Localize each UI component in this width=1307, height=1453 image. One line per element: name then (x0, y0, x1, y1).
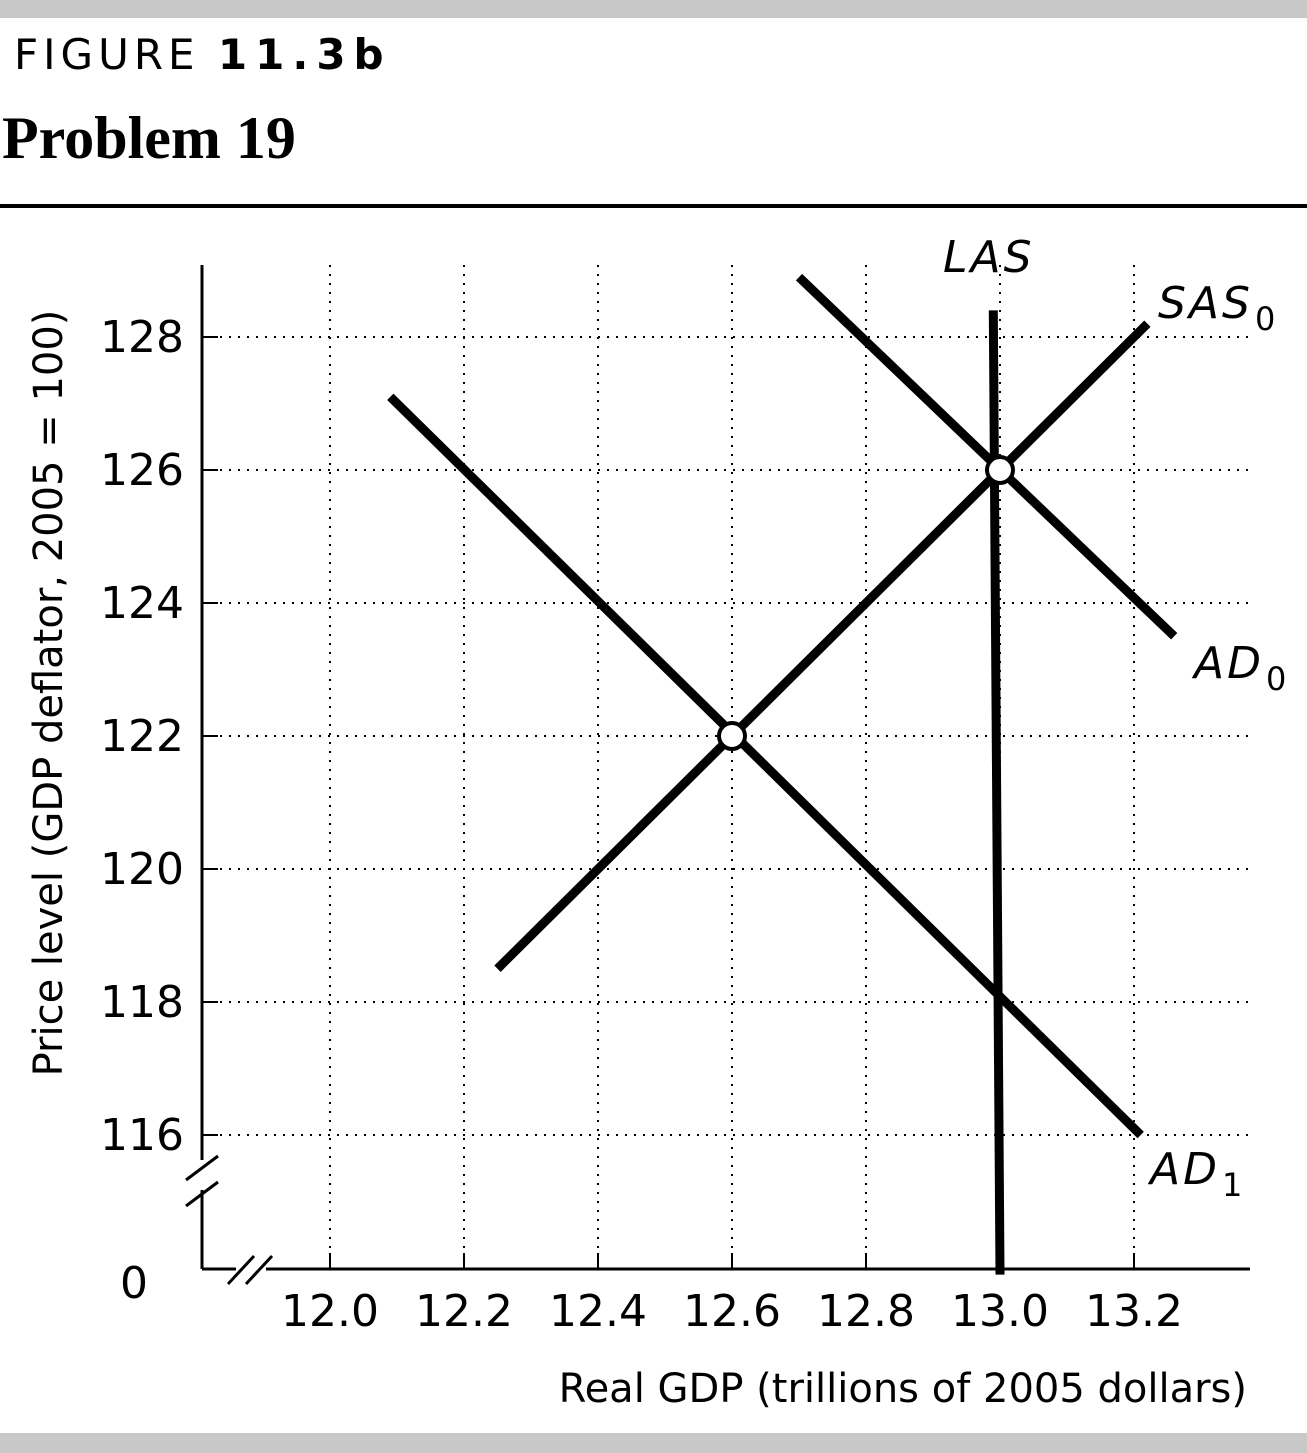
y-tick-label-126: 126 (100, 445, 184, 496)
figure-number: 11.3b (217, 30, 392, 79)
curve-AD1 (387, 393, 1144, 1139)
y-tick-label-118: 118 (100, 977, 184, 1028)
y-tick-label-122: 122 (100, 711, 184, 762)
tick-labels: 12.0 12.2 12.4 12.6 12.8 13.0 13.2 128 126 124 122… (100, 312, 1183, 1337)
x-axis-break-gap (236, 1260, 266, 1280)
x-axis-break-mark (244, 1254, 274, 1286)
y-axis-title: Price level (GDP deflator, 2005 = 100) (26, 310, 72, 1077)
curve-SAS0 (494, 320, 1151, 972)
figure-label: FIGURE 11.3b (14, 34, 392, 76)
x-tick-label-13.2: 13.2 (1085, 1286, 1183, 1337)
y-axis-break-mark (185, 1180, 219, 1208)
curves (387, 273, 1178, 1275)
curve-label-LAS: LAS (943, 232, 1035, 283)
axes (185, 265, 1250, 1286)
curve-label-AD0: AD0 (1191, 638, 1289, 698)
x-tick-label-13.0: 13.0 (951, 1286, 1049, 1337)
curve-AD0 (795, 273, 1178, 640)
curve-label-SAS0: SAS0 (1158, 278, 1278, 338)
y-tick-label-116: 116 (100, 1110, 184, 1161)
equilibrium-point-2 (717, 721, 747, 751)
curve-labels: LAS SAS0 AD0 AD1 (943, 232, 1289, 1204)
origin-label: 0 (120, 1258, 148, 1309)
y-tick-label-128: 128 (100, 312, 184, 363)
y-tick-label-124: 124 (100, 578, 184, 629)
header-rule (0, 204, 1307, 208)
curve-label-AD1: AD1 (1147, 1144, 1245, 1204)
grid-lines (202, 265, 1250, 1269)
x-tick-label-12.0: 12.0 (281, 1286, 379, 1337)
problem-title: Problem 19 (2, 105, 296, 171)
x-tick-label-12.6: 12.6 (683, 1286, 781, 1337)
equilibrium-point-1 (985, 455, 1015, 485)
top-border-band (0, 0, 1307, 18)
y-tick-label-120: 120 (100, 844, 184, 895)
x-axis-title: Real GDP (trillions of 2005 dollars) (559, 1366, 1247, 1412)
x-tick-label-12.2: 12.2 (415, 1286, 513, 1337)
bottom-border-band (0, 1433, 1307, 1453)
x-tick-label-12.8: 12.8 (817, 1286, 915, 1337)
x-axis-break-mark (226, 1254, 256, 1286)
figure-prefix: FIGURE (14, 30, 200, 79)
equilibrium-points (717, 455, 1015, 751)
x-tick-label-12.4: 12.4 (549, 1286, 647, 1337)
y-axis-break-mark (185, 1154, 219, 1182)
